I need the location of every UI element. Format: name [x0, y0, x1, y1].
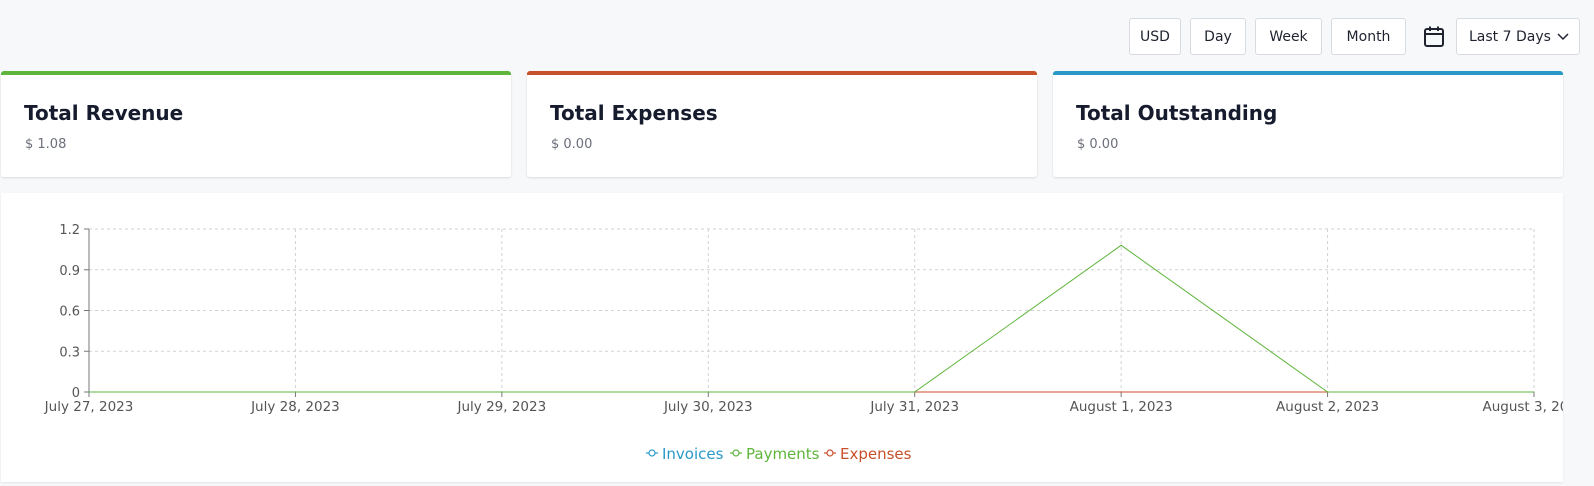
x-tick-label: August 2, 2023: [1276, 399, 1379, 415]
legend-label-payments: Payments: [746, 445, 820, 463]
y-tick-label: 0: [72, 386, 80, 401]
legend-dot-invoices: [648, 449, 656, 457]
x-tick-label: July 28, 2023: [250, 399, 340, 415]
x-tick-label: July 30, 2023: [663, 399, 753, 415]
legend-label-invoices: Invoices: [662, 445, 724, 463]
x-tick-label: August 1, 2023: [1070, 399, 1173, 415]
chart-panel: 0 0.3 0.6 0.9 1.2 July 27, 2023 July 28, 2023 J…: [1, 193, 1586, 482]
card-title: Total Revenue: [24, 101, 184, 125]
card-title: Total Outstanding: [1076, 101, 1278, 125]
chevron-down-icon: [1557, 29, 1569, 45]
line-chart: 0 0.3 0.6 0.9 1.2 July 27, 2023 July 28, 2023 J…: [44, 223, 1586, 463]
date-range-select[interactable]: Last 7 Days: [1456, 18, 1580, 55]
y-tick-label: 0.3: [59, 345, 80, 360]
series-line-payments: [89, 244, 1534, 393]
total-expenses-card: Total Expenses $ 0.00: [527, 71, 1037, 177]
legend-label-expenses: Expenses: [840, 445, 912, 463]
month-button[interactable]: Month: [1331, 18, 1406, 55]
y-tick-label: 0.6: [59, 305, 80, 320]
week-button[interactable]: Week: [1255, 18, 1322, 55]
x-tick-label: August 3, 2023: [1482, 399, 1563, 415]
legend-dot-expenses: [826, 449, 834, 457]
y-tick-label: 1.2: [59, 223, 80, 238]
total-outstanding-card: Total Outstanding $ 0.00: [1053, 71, 1563, 177]
y-tick-label: 0.9: [59, 264, 80, 279]
legend-dot-payments: [732, 449, 740, 457]
x-tick-label: July 31, 2023: [869, 399, 959, 415]
calendar-icon[interactable]: [1421, 24, 1447, 50]
x-tick-label: July 27, 2023: [44, 399, 134, 415]
card-title: Total Expenses: [550, 101, 718, 125]
card-value: $ 1.08: [25, 137, 67, 152]
day-button[interactable]: Day: [1190, 18, 1246, 55]
date-range-label: Last 7 Days: [1469, 28, 1551, 45]
card-value: $ 0.00: [1077, 137, 1119, 152]
toolbar: USD Day Week Month Last 7 Days: [1129, 18, 1580, 55]
total-revenue-card: Total Revenue $ 1.08: [1, 71, 511, 177]
currency-button[interactable]: USD: [1129, 18, 1181, 55]
x-tick-label: July 29, 2023: [457, 399, 547, 415]
card-value: $ 0.00: [551, 137, 593, 152]
